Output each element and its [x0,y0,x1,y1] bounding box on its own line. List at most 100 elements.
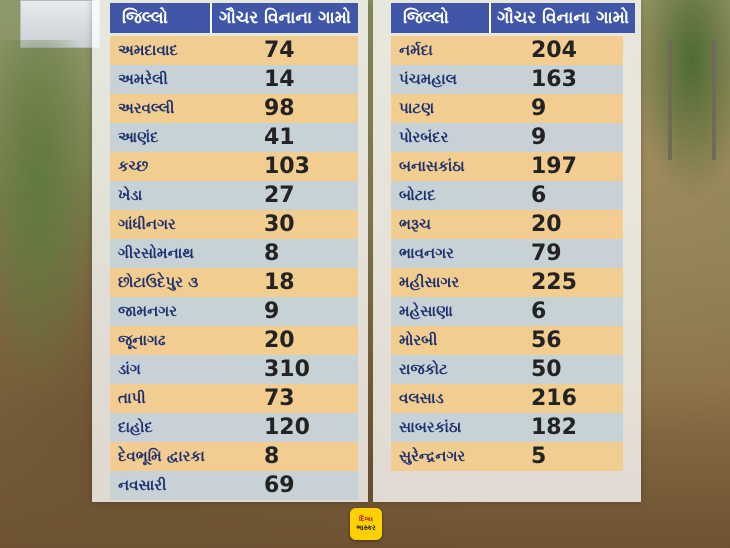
table-row: પોરબંદર 9 [391,123,623,152]
table-row: દાહોદ 120 [110,413,358,442]
village-count: 6 [531,183,547,208]
village-count: 30 [264,212,295,237]
left-table-rows: અમદાવાદ 74 અમરેલી 14 અરવલ્લી 98 આણંદ 41 કચ્છ 103 ખ… [92,36,368,500]
header-count: ગૌચર વિનાના ગામો [489,3,635,33]
village-count: 197 [531,154,577,179]
district-name: જૂનાગઢ [118,331,166,349]
table-row: ગીરસોમનાથ 8 [110,239,358,268]
left-table-header: જિલ્લો ગૌચર વિનાના ગામો [110,3,358,33]
district-name: સુરેન્દ્રનગર [399,447,466,465]
table-row: સુરેન્દ્રનગર 5 [391,442,623,471]
village-count: 216 [531,386,577,411]
table-row: ભરૂચ 20 [391,210,623,239]
district-name: ડાંગ [118,360,141,378]
village-count: 8 [264,444,280,469]
table-row: તાપી 73 [110,384,358,413]
district-name: ગાંધીનગર [118,215,176,233]
logo-line1: દિવ્ય [359,515,373,523]
district-name: ખેડા [118,186,143,204]
district-name: વલસાડ [399,389,444,407]
district-name: પંચમહાલ [399,70,458,88]
village-count: 103 [264,154,310,179]
table-row: દેવભૂમિ દ્વારકા 8 [110,442,358,471]
district-name: છોટાઉદેપુર ૩ [118,273,199,291]
table-row: અરવલ્લી 98 [110,94,358,123]
district-name: ભરૂચ [399,215,431,233]
district-name: મહેસાણા [399,302,453,320]
district-name: ભાવનગર [399,244,454,262]
district-name: અમદાવાદ [118,41,178,59]
background-fence-post [712,40,716,160]
village-count: 6 [531,299,547,324]
village-count: 20 [264,328,295,353]
background-tree [0,40,95,400]
village-count: 182 [531,415,577,440]
village-count: 18 [264,270,295,295]
table-row: જૂનાગઢ 20 [110,326,358,355]
village-count: 163 [531,67,577,92]
district-name: બનાસકાંઠા [399,157,465,175]
table-row: આણંદ 41 [110,123,358,152]
table-row: ભાવનગર 79 [391,239,623,268]
village-count: 98 [264,96,295,121]
table-row: પાટણ 9 [391,94,623,123]
table-row: વલસાડ 216 [391,384,623,413]
table-row: ખેડા 27 [110,181,358,210]
village-count: 74 [264,38,295,63]
background-fence-post [668,40,672,160]
right-table-rows: નર્મદા 204 પંચમહાલ 163 પાટણ 9 પોરબંદર 9 બનાસકાંઠ… [373,36,641,471]
table-row: બનાસકાંઠા 197 [391,152,623,181]
district-name: બોટાદ [399,186,436,204]
village-count: 9 [531,125,547,150]
village-count: 41 [264,125,295,150]
village-count: 69 [264,473,295,498]
district-name: પાટણ [399,99,435,117]
table-row: ડાંગ 310 [110,355,358,384]
village-count: 50 [531,357,562,382]
village-count: 27 [264,183,295,208]
left-table: જિલ્લો ગૌચર વિનાના ગામો અમદાવાદ 74 અમરેલી 1… [92,0,368,502]
village-count: 9 [531,96,547,121]
village-count: 204 [531,38,577,63]
table-row: અમદાવાદ 74 [110,36,358,65]
district-name: આણંદ [118,128,159,146]
table-row: અમરેલી 14 [110,65,358,94]
table-row: જામનગર 9 [110,297,358,326]
village-count: 310 [264,357,310,382]
district-name: ગીરસોમનાથ [118,244,194,262]
district-name: કચ્છ [118,157,149,175]
district-name: તાપી [118,389,146,407]
header-district: જિલ્લો [110,3,210,33]
district-name: મોરબી [399,331,438,349]
district-name: સાબરકાંઠા [399,418,462,436]
table-row: છોટાઉદેપુર ૩ 18 [110,268,358,297]
header-district: જિલ્લો [391,3,489,33]
table-row: મોરબી 56 [391,326,623,355]
village-count: 120 [264,415,310,440]
district-name: પોરબંદર [399,128,449,146]
village-count: 225 [531,270,577,295]
district-name: જામનગર [118,302,178,320]
table-row: ગાંધીનગર 30 [110,210,358,239]
table-row: મહેસાણા 6 [391,297,623,326]
district-name: અરવલ્લી [118,99,175,117]
right-table-header: જિલ્લો ગૌચર વિનાના ગામો [391,3,635,33]
village-count: 79 [531,241,562,266]
table-row: નર્મદા 204 [391,36,623,65]
district-name: દાહોદ [118,418,153,436]
header-count: ગૌચર વિનાના ગામો [210,3,358,33]
table-row: રાજકોટ 50 [391,355,623,384]
village-count: 8 [264,241,280,266]
table-row: સાબરકાંઠા 182 [391,413,623,442]
table-row: કચ્છ 103 [110,152,358,181]
table-row: બોટાદ 6 [391,181,623,210]
district-name: રાજકોટ [399,360,448,378]
divya-bhaskar-logo: દિવ્ય ભાસ્કર [350,508,382,540]
table-row: મહીસાગર 225 [391,268,623,297]
village-count: 73 [264,386,295,411]
right-table: જિલ્લો ગૌચર વિનાના ગામો નર્મદા 204 પંચમહાલ… [373,0,641,502]
district-name: અમરેલી [118,70,168,88]
logo-line2: ભાસ્કર [356,524,376,532]
table-row: નવસારી 69 [110,471,358,500]
district-name: દેવભૂમિ દ્વારકા [118,447,205,465]
